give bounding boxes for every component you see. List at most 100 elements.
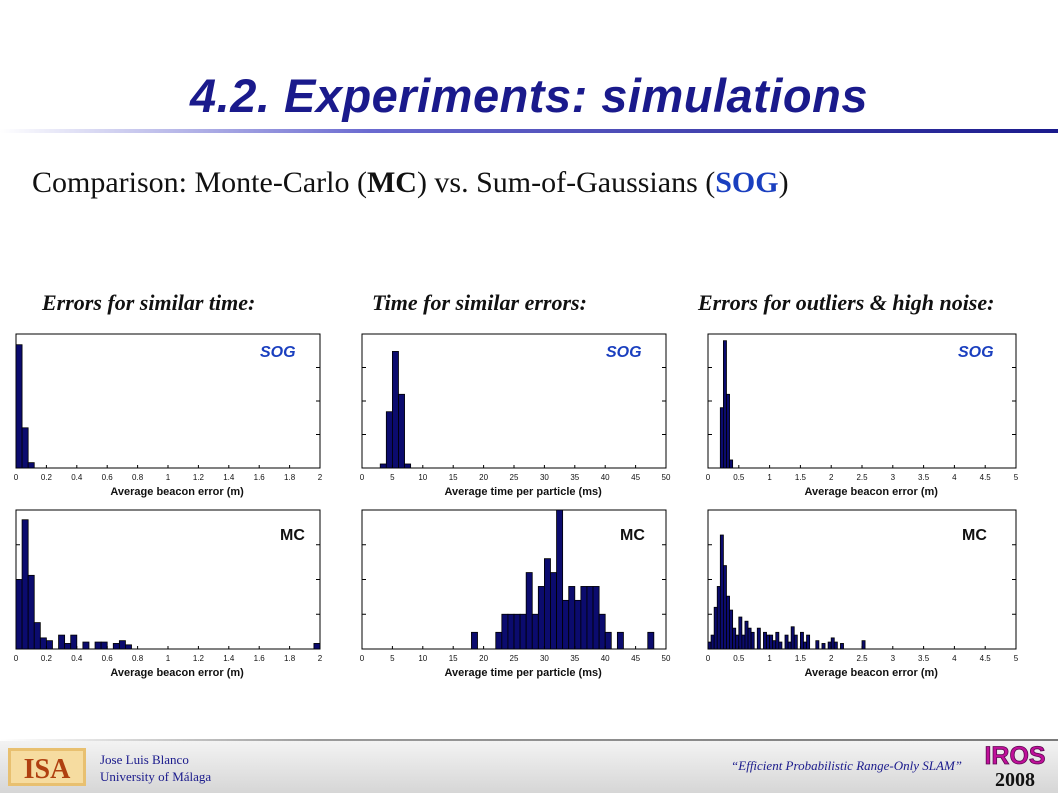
mc-time-bar [562, 599, 570, 650]
mc-time-bar [568, 586, 576, 650]
sog-time-x-tick-label: 0 [360, 473, 365, 482]
mc-outliers-x-tick-label: 4 [952, 654, 957, 663]
isa-logo-text: ISA [24, 754, 71, 785]
subtitle-mc: MC [366, 166, 417, 199]
mc-outliers-series-label: MC [962, 527, 987, 544]
mc-outliers-bar [747, 627, 752, 650]
mc-time-bar [513, 613, 521, 650]
mc-outliers-bar [750, 631, 755, 650]
sog-time-x-tick-label: 10 [418, 473, 427, 482]
mc-time-bar [592, 586, 600, 650]
sog-time-x-axis-label: Average time per particle (ms) [444, 486, 602, 498]
mc-outliers-bar [744, 620, 749, 650]
iros-logo-year: 2008 [995, 769, 1035, 790]
sog-time-x-tick-label: 25 [510, 473, 519, 482]
mc-beacon-error-axes-frame [15, 509, 321, 650]
mc-time-bar [586, 586, 594, 650]
mc-time-series-label: MC [620, 527, 645, 544]
mc-outliers-x-tick-label: 0 [706, 654, 711, 663]
mc-outliers-x-tick-label: 2.5 [856, 654, 868, 663]
mc-time-bar [544, 558, 551, 650]
mc-beacon-error-x-tick-label: 2 [318, 654, 323, 663]
mc-outliers-x-tick-label: 3 [891, 654, 896, 663]
mc-beacon-error-bar [100, 641, 108, 650]
author-affiliation: University of Málaga [100, 769, 212, 784]
mc-beacon-error-x-tick-label: 0.2 [41, 654, 53, 663]
subtitle-suffix: ) [778, 166, 789, 199]
sog-outliers-x-tick-label: 5 [1014, 473, 1019, 482]
mc-outliers-bar [800, 631, 804, 650]
mc-beacon-error-bar [313, 643, 321, 650]
mc-outliers-x-tick-label: 2 [829, 654, 834, 663]
mc-outliers-bar [803, 641, 807, 650]
sog-outliers-bar [726, 393, 730, 469]
subtitle-sog: SOG [715, 166, 779, 199]
sog-beacon-error-x-tick-label: 1.4 [223, 473, 235, 482]
mc-outliers-bar [793, 634, 798, 650]
sog-outliers-x-tick-label: 3.5 [918, 473, 930, 482]
sog-beacon-error-x-axis-label: Average beacon error (m) [110, 486, 244, 498]
sog-outliers-bar [729, 459, 734, 469]
sog-time-bar [391, 351, 399, 469]
mc-beacon-error-bar [46, 640, 53, 650]
mc-beacon-error-bar [70, 634, 78, 650]
mc-time-bar [471, 631, 478, 650]
mc-beacon-error-x-tick-label: 1.6 [254, 654, 266, 663]
mc-beacon-error-x-tick-label: 1.4 [223, 654, 235, 663]
mc-time-x-tick-label: 50 [662, 654, 671, 663]
mc-time-bar [598, 613, 606, 650]
mc-beacon-error-x-tick-label: 0 [14, 654, 19, 663]
mc-outliers-bar [729, 609, 734, 650]
mc-time-bar [647, 631, 655, 650]
mc-beacon-error-bar [39, 637, 47, 650]
mc-time-bar [537, 586, 545, 650]
mc-beacon-error-x-tick-label: 0.4 [71, 654, 83, 663]
sog-time-bar [379, 463, 387, 469]
sog-beacon-error-bar [21, 427, 29, 469]
mc-time-bar [501, 613, 509, 650]
mc-outliers-bar [763, 631, 767, 650]
mc-outliers-bar [787, 641, 792, 650]
sog-beacon-error-x-tick-label: 1 [166, 473, 171, 482]
mc-outliers-bar [719, 534, 724, 650]
mc-outliers-bar [840, 643, 844, 650]
mc-outliers-bar [778, 641, 783, 650]
mc-beacon-error-bar [118, 640, 126, 650]
sog-outliers-x-tick-label: 0 [706, 473, 711, 482]
footer-divider [0, 739, 1058, 741]
sog-beacon-error-x-tick-label: 2 [318, 473, 323, 482]
mc-time-bar [531, 613, 539, 650]
mc-beacon-error-bar [21, 519, 29, 650]
sog-time-x-tick-label: 40 [601, 473, 610, 482]
sog-beacon-error-x-tick-label: 1.2 [193, 473, 205, 482]
isa-logo: ISA [8, 748, 86, 786]
mc-time-bar [580, 586, 588, 650]
sog-outliers-bar [723, 340, 727, 469]
sog-time-bar [398, 393, 405, 469]
mc-beacon-error-series-label: MC [280, 527, 305, 544]
mc-time-bar [550, 572, 557, 650]
mc-outliers-bar [833, 641, 838, 650]
sog-beacon-error-x-tick-label: 1.6 [254, 473, 266, 482]
mc-outliers-x-tick-label: 1.5 [795, 654, 807, 663]
sog-beacon-error-x-tick-label: 0.2 [41, 473, 53, 482]
sog-outliers-x-tick-label: 2.5 [856, 473, 868, 482]
subtitle-middle: ) vs. Sum-of-Gaussians ( [416, 166, 716, 199]
sog-time-x-tick-label: 20 [479, 473, 488, 482]
mc-outliers-x-axis-label: Average beacon error (m) [804, 667, 938, 679]
mc-beacon-error-x-tick-label: 0.8 [132, 654, 144, 663]
mc-beacon-error-bar [15, 579, 23, 650]
mc-beacon-error-bar [82, 641, 90, 650]
sog-outliers-x-tick-label: 2 [829, 473, 834, 482]
mc-outliers-x-tick-label: 3.5 [918, 654, 930, 663]
mc-outliers-bar [726, 595, 730, 650]
subtitle-prefix: Comparison: Monte-Carlo ( [32, 166, 367, 199]
mc-beacon-error-bar [94, 641, 102, 650]
mc-outliers-x-tick-label: 4.5 [980, 654, 992, 663]
mc-outliers-x-tick-label: 0.5 [733, 654, 745, 663]
mc-outliers-x-tick-label: 1 [767, 654, 772, 663]
mc-outliers-x-tick-label: 5 [1014, 654, 1019, 663]
sog-beacon-error-x-tick-label: 0 [14, 473, 19, 482]
mc-beacon-error-x-tick-label: 1.8 [284, 654, 296, 663]
sog-outliers-x-tick-label: 3 [891, 473, 896, 482]
